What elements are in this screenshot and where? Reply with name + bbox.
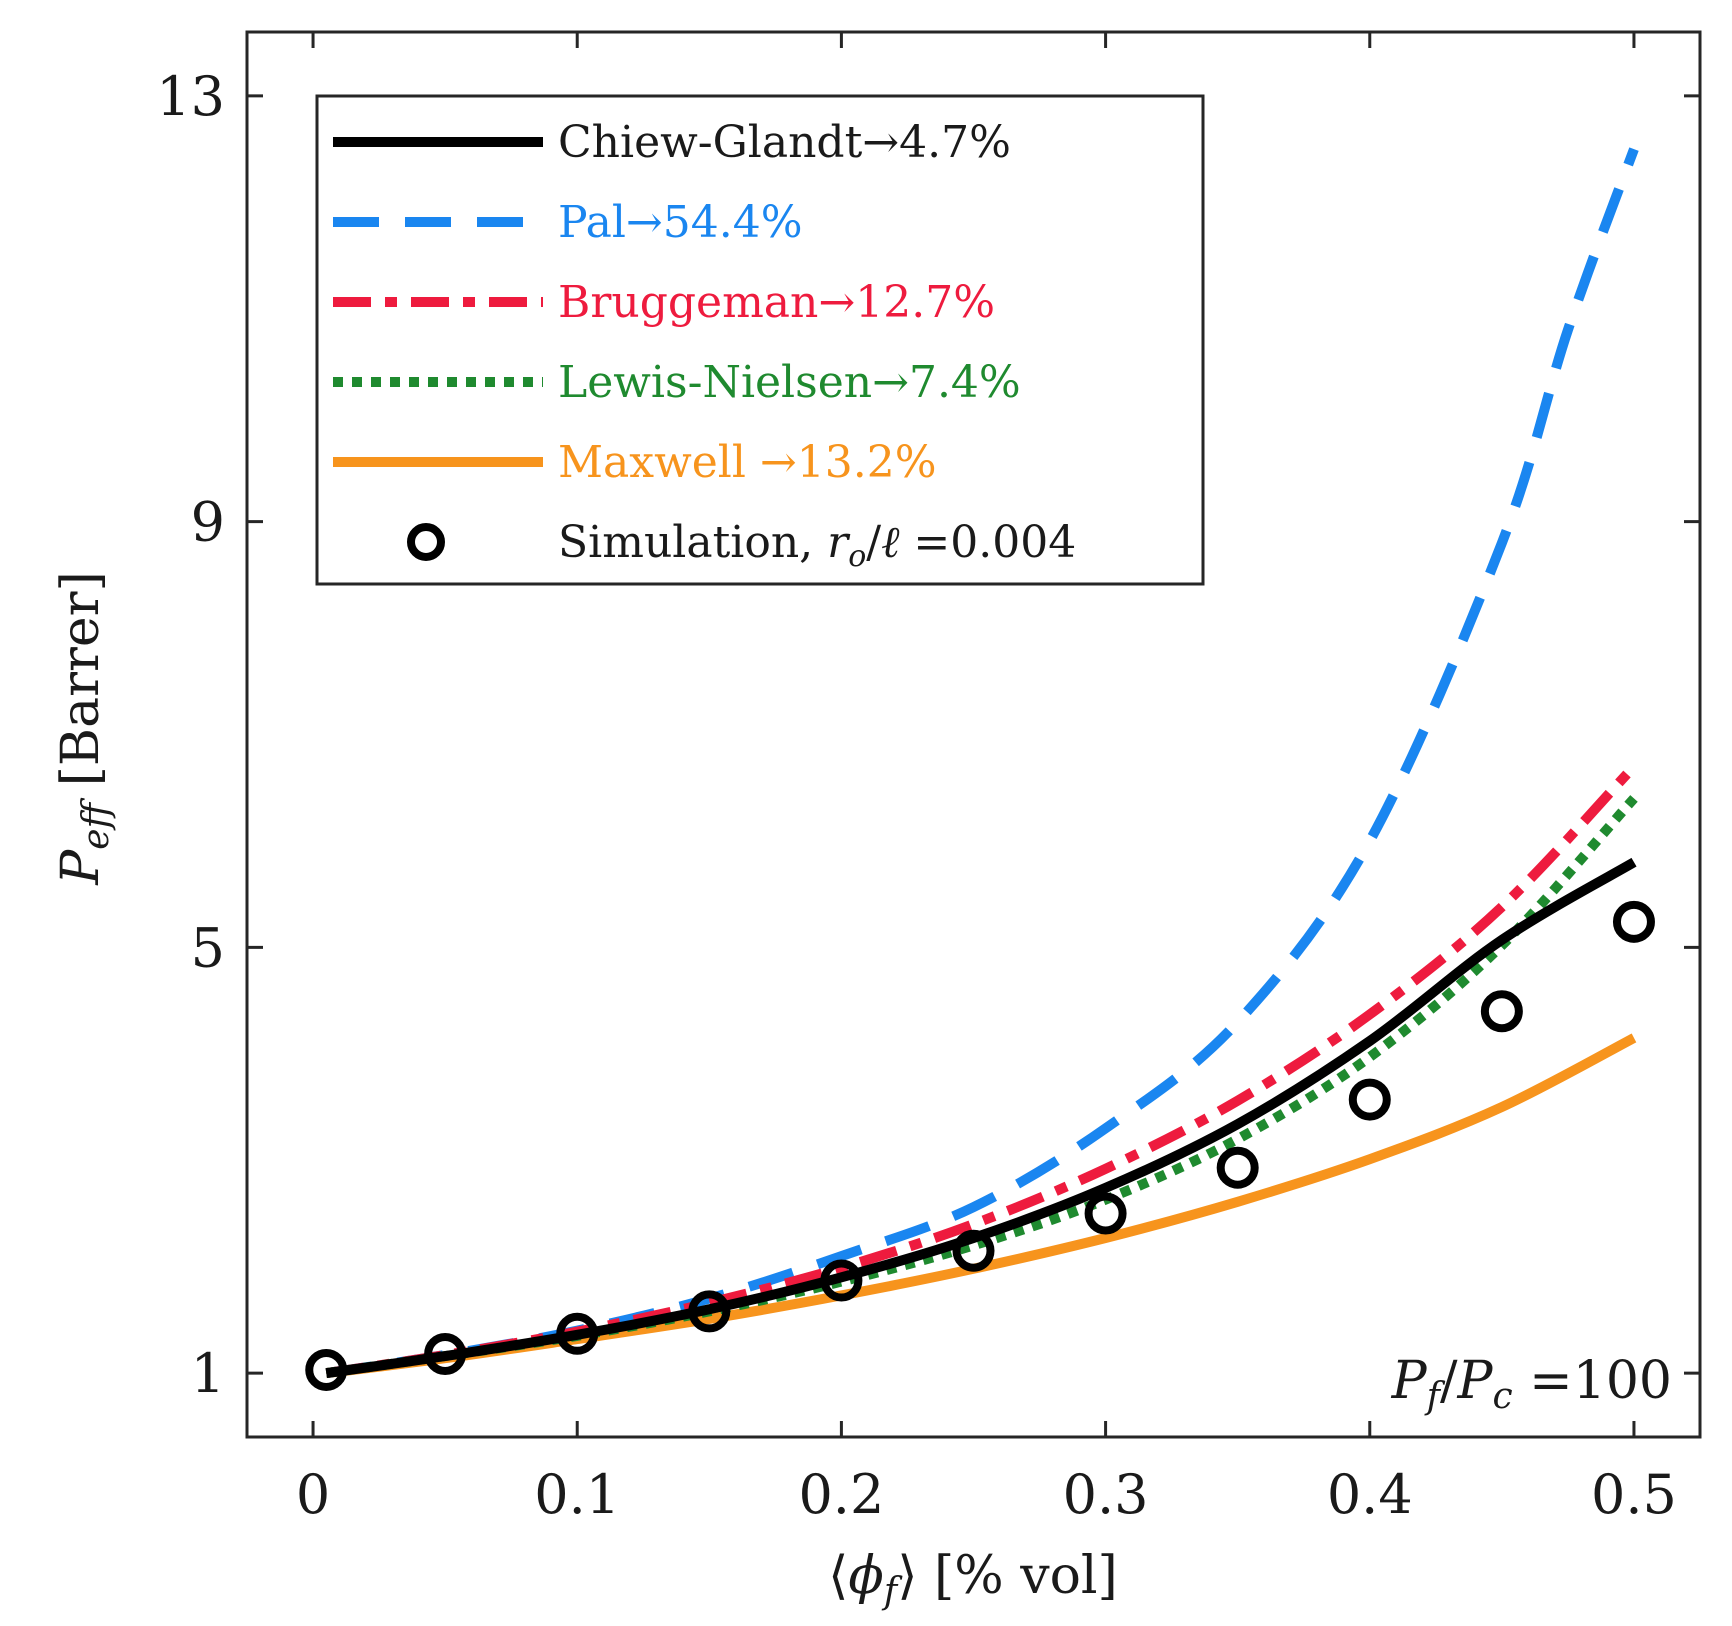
simulation-point [820, 1259, 863, 1302]
x-tick-label: 0.3 [1063, 1463, 1149, 1526]
legend: Chiew-Glandt→4.7% Pal→54.4% Bruggeman→12.7… [315, 94, 1205, 586]
y-tick-label: 9 [191, 491, 225, 554]
simulation-point [1084, 1192, 1127, 1235]
tick-layer: 0 0.1 0.2 0.3 0.4 0.5 1 5 9 13 [156, 32, 1700, 1526]
series-line-bruggeman [325, 762, 1638, 1379]
y-axis-label: Peff [Barrer] [51, 571, 117, 885]
simulation-point [556, 1312, 599, 1355]
legend-swatch-simulation [407, 523, 445, 561]
x-axis-label: ⟨ϕf⟩ [% vol] [828, 1546, 1118, 1612]
legend-label-pal: Pal→54.4% [558, 197, 803, 248]
plot-area-frame [245, 30, 1702, 1439]
legend-label-simulation: Simulation, ro/ℓ =0.004 [558, 517, 1076, 574]
legend-label-chiew: Chiew-Glandt→4.7% [558, 117, 1011, 168]
simulation-point [1612, 900, 1655, 943]
simulation-point [305, 1348, 348, 1391]
simulation-point [1216, 1146, 1259, 1189]
x-tick-label: 0.2 [798, 1463, 884, 1526]
marker-layer [305, 900, 1655, 1391]
series-line-pal [325, 147, 1639, 1379]
ratio-annotation: Pf/Pc =100 [1391, 1351, 1672, 1417]
y-tick-label: 5 [191, 916, 225, 979]
simulation-point [688, 1290, 731, 1333]
simulation-point [1480, 990, 1523, 1033]
x-tick-label: 0.4 [1327, 1463, 1413, 1526]
legend-label-maxwell: Maxwell →13.2% [558, 437, 937, 488]
simulation-point [424, 1332, 467, 1375]
legend-label-bruggeman: Bruggeman→12.7% [558, 277, 995, 328]
x-tick-label: 0.5 [1591, 1463, 1677, 1526]
x-tick-label: 0.1 [534, 1463, 620, 1526]
legend-label-lewis: Lewis-Nielsen→7.4% [558, 357, 1021, 408]
simulation-point [1348, 1078, 1391, 1121]
y-tick-label: 1 [191, 1342, 225, 1405]
simulation-point [952, 1229, 995, 1272]
x-tick-label: 0 [296, 1463, 330, 1526]
legend-box [315, 94, 1205, 586]
series-line-chiew [325, 857, 1637, 1379]
y-tick-label: 13 [156, 65, 225, 128]
legend-entries: Chiew-Glandt→4.7% Pal→54.4% Bruggeman→12.7… [333, 117, 1076, 574]
